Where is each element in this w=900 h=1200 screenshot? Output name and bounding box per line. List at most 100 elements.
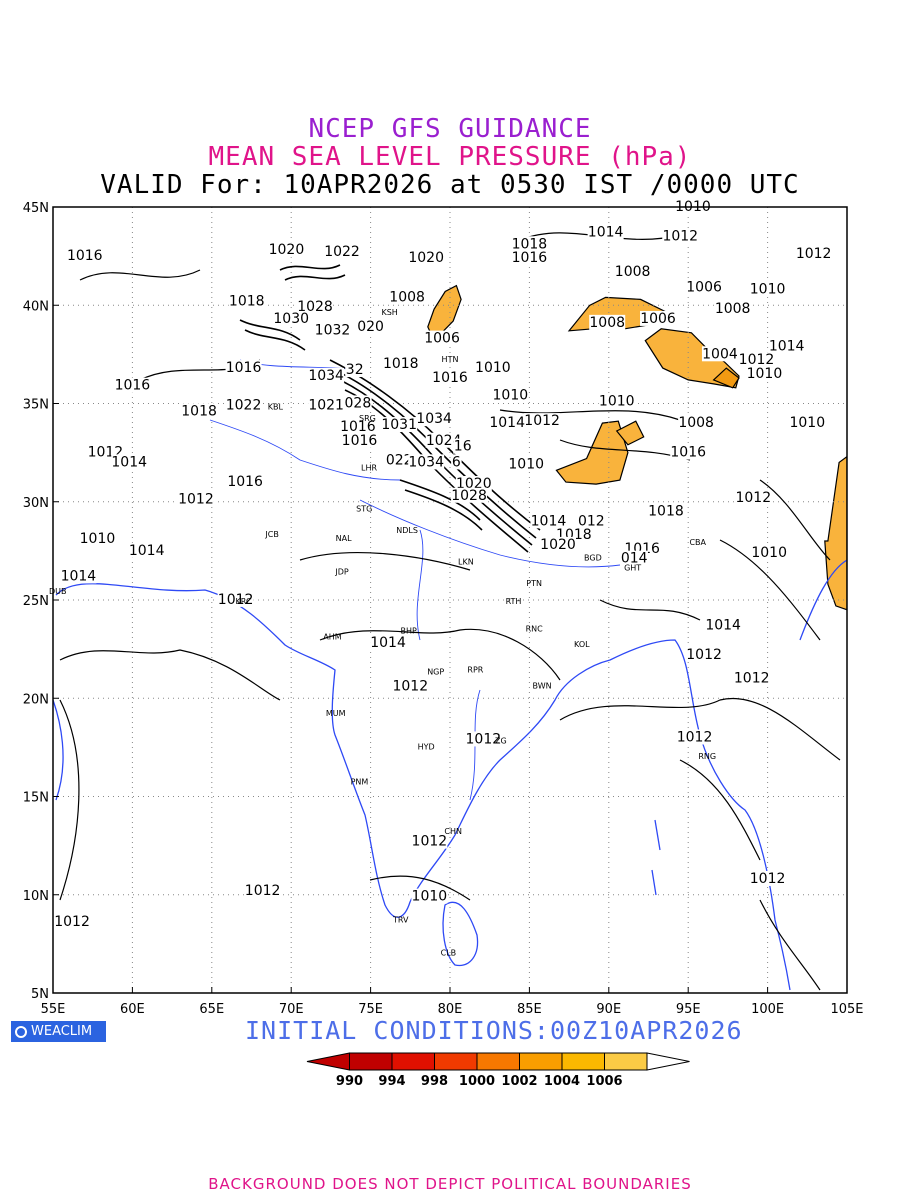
isobar-label: 1012 — [739, 352, 775, 368]
isobar-label-bg — [751, 544, 788, 560]
isobar-label: 1020 — [408, 250, 444, 266]
station-label: NDLS — [396, 526, 418, 535]
isobar-label-bg — [128, 542, 165, 558]
station-label: STG — [356, 505, 372, 514]
border-hint-4 — [416, 529, 424, 641]
station-label: KSH — [381, 308, 397, 317]
isobar-label-bg — [746, 365, 783, 381]
isobar-label-bg — [451, 487, 488, 503]
station-labels: KSH HTN KBL SRG LHR STG NDLS JCB NAL JDP LKN PTN DUB… — [49, 308, 716, 958]
isobar-label: 1012 — [662, 228, 698, 244]
isobar-label: 1006 — [686, 279, 722, 295]
colorbar-label: 1004 — [544, 1074, 580, 1089]
valid-time: VALID For: 10APR2026 at 0530 IST /0000 U… — [100, 170, 800, 200]
isobar-label: 1016 — [342, 433, 378, 449]
isobar-label-bg — [268, 242, 305, 258]
station-label: KOL — [574, 640, 590, 649]
isobar-label: 1012 — [54, 914, 90, 930]
isobar-label: 1018 — [648, 504, 684, 520]
isobar-label-bg — [705, 617, 742, 633]
isobar-label: 6 — [452, 454, 461, 470]
colorbar-label: 998 — [421, 1074, 448, 1089]
colorbar-label: 1006 — [586, 1074, 622, 1089]
isobar-label: 1016 — [340, 419, 376, 435]
isobar-label-bg — [524, 413, 561, 429]
lat-tick-label: 40N — [23, 299, 49, 314]
isobar-label-bg — [308, 367, 345, 383]
isobar-label: 1010 — [789, 415, 825, 431]
border-hint-3 — [359, 499, 621, 568]
field-title: MEAN SEA LEVEL PRESSURE (hPa) — [208, 142, 692, 172]
low-pressure-area-5 — [615, 420, 645, 446]
isobar-label-bg — [587, 224, 624, 240]
isobar-1012-western — [59, 649, 281, 701]
low-pressure-area-1 — [427, 284, 462, 342]
isobar-label: 1014 — [111, 454, 147, 470]
isobar-label-bg — [79, 531, 116, 547]
weaclim-badge: WEACLIM — [11, 1021, 106, 1042]
isobar-label-bg — [345, 362, 365, 378]
isobar-label: 1010 — [599, 393, 635, 409]
isobar-label: 1021 — [308, 397, 344, 413]
isobar-label-bg — [297, 299, 334, 315]
isobar-label: 1022 — [226, 397, 262, 413]
isobar-label: 1014 — [489, 415, 525, 431]
isobar-label-bg — [416, 411, 453, 427]
isobar-label: 1030 — [273, 311, 309, 327]
isobar-label-bg — [647, 503, 684, 519]
lon-tick-label: 65E — [199, 1002, 224, 1017]
isobar-label: 1016 — [512, 250, 548, 266]
isobar-1016-nw — [79, 269, 201, 281]
isobar-label: 1008 — [589, 315, 625, 331]
axis-ticks: 55E 60E 65E 70E 75E 80E 85E 90E 95E 100E 105E 45N 40… — [23, 201, 864, 1017]
station-label: RTH — [506, 597, 522, 606]
isobar-label: 1014 — [129, 543, 165, 559]
station-label: BGD — [584, 554, 602, 563]
isobar-label: 1012 — [750, 871, 786, 887]
isobar-label: 1020 — [269, 242, 305, 258]
isobar-label-bg — [489, 415, 526, 431]
weaclim-label: WEACLIM — [31, 1024, 93, 1039]
isobar-label: 028 — [345, 395, 372, 411]
isobar-label: 32 — [346, 362, 364, 378]
isobar-label: 1010 — [750, 281, 786, 297]
isobar-label-bg — [686, 646, 723, 662]
isobar-label: 1010 — [747, 366, 783, 382]
isobar-label-bg — [344, 395, 372, 411]
isobar-label: 1008 — [678, 415, 714, 431]
station-label: CHN — [444, 827, 462, 836]
station-label: SRG — [359, 414, 376, 423]
station-label: DUB — [49, 587, 67, 596]
isobar-label-bg — [714, 301, 751, 317]
isobar-label-bg — [749, 870, 786, 886]
isobar-label-bg — [738, 352, 775, 368]
isobar-label: 1016 — [226, 360, 262, 376]
isobar-label-bg — [60, 568, 97, 584]
isobar-label-bg — [795, 246, 832, 262]
isobar-label: 1010 — [412, 889, 448, 905]
isobar-label-bg — [324, 244, 361, 260]
isobar-label-bg — [225, 360, 262, 376]
station-label: KBL — [268, 402, 284, 411]
isobar-label-bg — [177, 491, 214, 507]
lon-tick-label: 90E — [596, 1002, 621, 1017]
isobar-label: 1018 — [181, 403, 217, 419]
coastline-arabia — [53, 699, 64, 801]
lon-tick-label: 55E — [41, 1002, 66, 1017]
station-label: AHM — [323, 632, 341, 641]
lon-tick-label: 75E — [358, 1002, 383, 1017]
isobar-label: 1012 — [178, 492, 214, 508]
isobar-label-bg — [411, 833, 448, 849]
lat-tick-label: 20N — [23, 692, 49, 707]
isobar-label-bg — [789, 415, 826, 431]
isobar-label: 012 — [578, 513, 605, 529]
lon-tick-label: 100E — [751, 1002, 784, 1017]
isobar-label-bg — [381, 417, 418, 433]
isobar-label-bg — [733, 670, 770, 686]
isobar-label-bg — [308, 397, 345, 413]
isobar-label: 1008 — [615, 264, 651, 280]
isobar-label: 1012 — [735, 490, 771, 506]
isobar-label-bg — [181, 403, 218, 419]
isobar-label-bg — [392, 678, 429, 694]
